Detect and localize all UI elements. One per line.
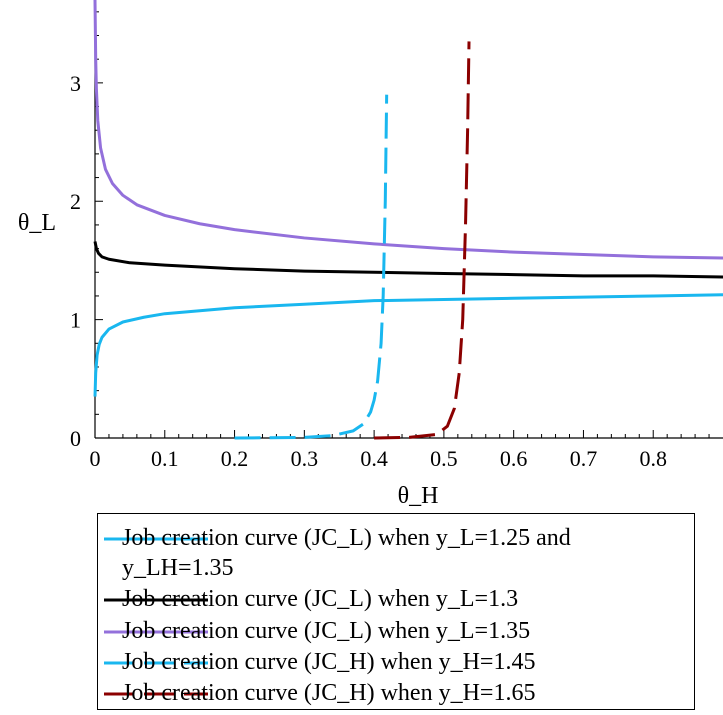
x-tick-label: 0.8 [639,446,667,471]
x-tick-label: 0.7 [570,446,598,471]
y-tick-label: 1 [70,308,81,333]
legend-swatch-jc-h-1.65 [104,692,208,696]
x-tick-label: 0.2 [221,446,249,471]
legend-item: Job creation curve (JC_L) when y_L=1.25 … [98,523,694,583]
series-line-4 [374,41,471,440]
x-tick-label: 0.3 [291,446,319,471]
legend-item: Job creation curve (JC_L) when y_L=1.35 [98,616,694,646]
y-tick-label: 3 [70,71,81,96]
legend-label-continued: y_LH=1.35 [122,555,234,581]
series-line-2 [93,0,723,260]
legend-label: Job creation curve (JC_H) when y_H=1.65 [122,680,536,706]
legend-swatch-jc-l-1.35 [104,630,208,634]
y-tick-label: 0 [70,426,81,451]
legend-swatch-jc-l-1.25 [104,537,208,541]
series-layer [93,0,723,440]
legend-label: Job creation curve (JC_L) when y_L=1.25 … [122,525,571,551]
x-tick-label: 0.5 [430,446,458,471]
legend-swatch-jc-l-1.3 [104,598,208,602]
legend-item: Job creation curve (JC_L) when y_L=1.3 [98,584,694,614]
x-tick-label: 0 [90,446,101,471]
legend-item: Job creation curve (JC_H) when y_H=1.45 [98,647,694,677]
legend-swatch-jc-h-1.45 [104,661,208,665]
legend-label: Job creation curve (JC_L) when y_L=1.3 [122,586,519,612]
x-tick-label: 0.1 [151,446,179,471]
y-tick-label: 2 [70,189,81,214]
x-tick-label: 0.4 [360,446,388,471]
legend-label: Job creation curve (JC_H) when y_H=1.45 [122,649,536,675]
series-line-1 [93,241,723,279]
series-line-3 [234,94,389,440]
y-axis-label: θ_L [18,210,56,236]
series-line-0 [93,293,723,397]
legend-item: Job creation curve (JC_H) when y_H=1.65 [98,678,694,708]
legend-label: Job creation curve (JC_L) when y_L=1.35 [122,618,531,644]
x-axis-label: θ_H [398,483,439,509]
x-tick-label: 0.6 [500,446,528,471]
axes: 0 0.1 0.2 0.3 0.4 0.5 0.6 0.7 0.8 0 1 2 3 [70,0,723,471]
legend: Job creation curve (JC_L) when y_L=1.25 … [97,513,695,710]
